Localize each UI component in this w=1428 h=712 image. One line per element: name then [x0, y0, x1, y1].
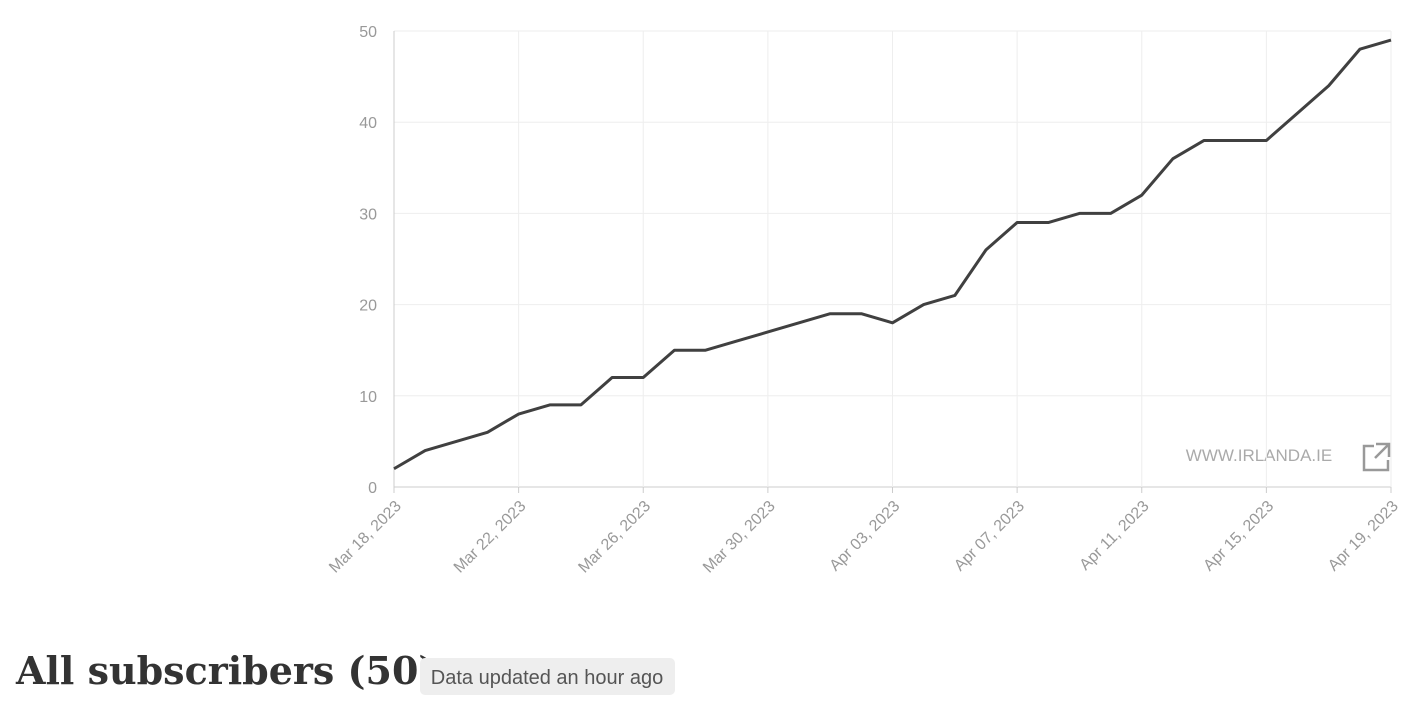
x-tick-label: Apr 07, 2023 [951, 498, 1028, 575]
heading: All subscribers (50) [15, 648, 436, 693]
y-tick-label: 10 [359, 389, 377, 406]
x-tick-label: Apr 03, 2023 [827, 498, 904, 575]
badge: Data updated an hour ago [431, 667, 663, 689]
x-tick-label: Mar 18, 2023 [326, 498, 405, 577]
x-tick-label: Apr 15, 2023 [1200, 498, 1277, 575]
x-tick-label: Apr 11, 2023 [1077, 498, 1153, 574]
badge-bg [420, 658, 675, 695]
y-tick-label: 50 [359, 24, 377, 41]
y-tick-label: 30 [359, 206, 377, 223]
y-tick-label: 20 [359, 298, 377, 315]
y-tick-label: 40 [359, 115, 377, 132]
x-tick-label: Mar 22, 2023 [451, 498, 530, 577]
line [393, 38, 1392, 471]
external-link-icon[interactable] [1362, 442, 1391, 472]
watermark: WWW.IRLANDA.IE [1186, 446, 1332, 465]
x-tick-label: Mar 30, 2023 [700, 498, 779, 577]
y-tick-label: 0 [368, 480, 377, 497]
x-tick-label: Apr 19, 2023 [1325, 498, 1402, 575]
x-tick-label: Mar 26, 2023 [575, 498, 654, 577]
